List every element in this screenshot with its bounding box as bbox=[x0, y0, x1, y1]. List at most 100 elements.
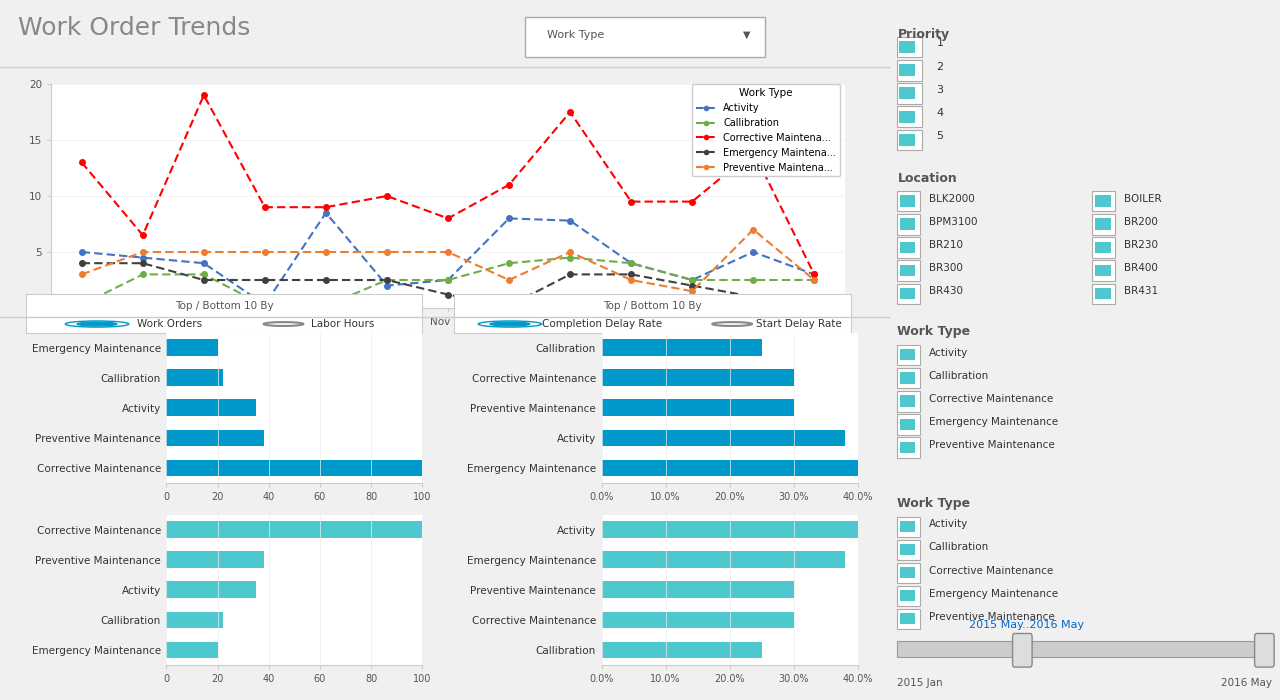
FancyBboxPatch shape bbox=[1094, 241, 1111, 253]
Bar bbox=[166, 582, 256, 598]
Bar bbox=[602, 430, 845, 446]
FancyBboxPatch shape bbox=[1012, 634, 1032, 667]
Text: ▼: ▼ bbox=[742, 30, 750, 40]
Text: 4: 4 bbox=[937, 108, 943, 118]
Bar bbox=[166, 522, 422, 538]
FancyBboxPatch shape bbox=[896, 563, 919, 583]
Text: Work Order Trends: Work Order Trends bbox=[18, 16, 250, 40]
Bar bbox=[166, 400, 256, 416]
Text: Work Orders: Work Orders bbox=[137, 319, 202, 329]
FancyBboxPatch shape bbox=[1094, 288, 1111, 299]
Text: 2015 Jan: 2015 Jan bbox=[897, 678, 943, 687]
Text: Location: Location bbox=[897, 172, 957, 185]
FancyBboxPatch shape bbox=[896, 83, 922, 104]
Text: Work Type: Work Type bbox=[897, 497, 970, 510]
Text: Priority: Priority bbox=[897, 28, 950, 41]
Bar bbox=[602, 370, 794, 386]
FancyBboxPatch shape bbox=[1092, 214, 1115, 234]
Bar bbox=[166, 340, 218, 356]
FancyBboxPatch shape bbox=[896, 284, 919, 304]
Text: Completion Delay Rate: Completion Delay Rate bbox=[541, 319, 662, 329]
Text: 2015 May..2016 May: 2015 May..2016 May bbox=[969, 620, 1084, 630]
FancyBboxPatch shape bbox=[899, 41, 915, 53]
FancyBboxPatch shape bbox=[1254, 634, 1274, 667]
FancyBboxPatch shape bbox=[900, 195, 915, 206]
FancyBboxPatch shape bbox=[896, 586, 919, 606]
Text: BR430: BR430 bbox=[928, 286, 963, 296]
Text: Work Type: Work Type bbox=[547, 30, 604, 40]
Text: Work Type: Work Type bbox=[897, 326, 970, 339]
Text: Corrective Maintenance: Corrective Maintenance bbox=[928, 394, 1053, 404]
Bar bbox=[166, 612, 223, 628]
FancyBboxPatch shape bbox=[900, 613, 915, 624]
Text: BR400: BR400 bbox=[1124, 263, 1157, 273]
Text: Callibration: Callibration bbox=[928, 542, 989, 552]
FancyBboxPatch shape bbox=[900, 544, 915, 555]
Text: Callibration: Callibration bbox=[928, 371, 989, 381]
FancyBboxPatch shape bbox=[899, 88, 915, 99]
Bar bbox=[602, 460, 858, 476]
FancyBboxPatch shape bbox=[900, 288, 915, 299]
Bar bbox=[166, 430, 264, 446]
FancyBboxPatch shape bbox=[896, 60, 922, 80]
FancyBboxPatch shape bbox=[896, 391, 919, 412]
Bar bbox=[166, 552, 264, 568]
FancyBboxPatch shape bbox=[896, 37, 922, 57]
FancyBboxPatch shape bbox=[900, 372, 915, 384]
FancyBboxPatch shape bbox=[1094, 218, 1111, 230]
Text: BR300: BR300 bbox=[928, 263, 963, 273]
Bar bbox=[166, 642, 218, 658]
Text: BLK2000: BLK2000 bbox=[928, 194, 974, 204]
Text: Activity: Activity bbox=[928, 519, 968, 529]
Bar bbox=[602, 642, 762, 658]
Text: BR210: BR210 bbox=[928, 240, 963, 250]
Text: BPM3100: BPM3100 bbox=[928, 217, 977, 227]
FancyBboxPatch shape bbox=[900, 567, 915, 578]
Circle shape bbox=[490, 322, 530, 326]
Text: 5: 5 bbox=[937, 131, 943, 141]
Legend: Activity, Callibration, Corrective Maintena..., Emergency Maintena..., Preventiv: Activity, Callibration, Corrective Maint… bbox=[692, 85, 840, 176]
FancyBboxPatch shape bbox=[900, 419, 915, 430]
Text: Preventive Maintenance: Preventive Maintenance bbox=[928, 612, 1055, 622]
Text: Start Delay Rate: Start Delay Rate bbox=[756, 319, 842, 329]
FancyBboxPatch shape bbox=[899, 64, 915, 76]
FancyBboxPatch shape bbox=[900, 241, 915, 253]
Text: Labor Hours: Labor Hours bbox=[311, 319, 375, 329]
FancyBboxPatch shape bbox=[1092, 260, 1115, 281]
FancyBboxPatch shape bbox=[900, 442, 915, 453]
FancyBboxPatch shape bbox=[896, 517, 919, 537]
Bar bbox=[602, 522, 858, 538]
Text: 3: 3 bbox=[937, 85, 943, 95]
FancyBboxPatch shape bbox=[896, 106, 922, 127]
Text: 2016 May: 2016 May bbox=[1221, 678, 1272, 687]
FancyBboxPatch shape bbox=[896, 237, 919, 258]
FancyBboxPatch shape bbox=[900, 349, 915, 360]
FancyBboxPatch shape bbox=[896, 214, 919, 234]
FancyBboxPatch shape bbox=[1092, 284, 1115, 304]
Circle shape bbox=[77, 322, 116, 326]
Text: Activity: Activity bbox=[928, 348, 968, 358]
FancyBboxPatch shape bbox=[1092, 237, 1115, 258]
FancyBboxPatch shape bbox=[899, 111, 915, 122]
FancyBboxPatch shape bbox=[525, 17, 765, 57]
Text: Emergency Maintenance: Emergency Maintenance bbox=[928, 589, 1057, 598]
FancyBboxPatch shape bbox=[896, 641, 1274, 657]
Text: BR230: BR230 bbox=[1124, 240, 1158, 250]
Text: BR200: BR200 bbox=[1124, 217, 1157, 227]
Bar bbox=[602, 400, 794, 416]
FancyBboxPatch shape bbox=[900, 590, 915, 601]
FancyBboxPatch shape bbox=[900, 521, 915, 532]
FancyBboxPatch shape bbox=[896, 130, 922, 150]
FancyBboxPatch shape bbox=[900, 218, 915, 230]
FancyBboxPatch shape bbox=[896, 345, 919, 365]
Text: Corrective Maintenance: Corrective Maintenance bbox=[928, 566, 1053, 575]
FancyBboxPatch shape bbox=[900, 265, 915, 276]
FancyBboxPatch shape bbox=[896, 260, 919, 281]
FancyBboxPatch shape bbox=[1094, 195, 1111, 206]
FancyBboxPatch shape bbox=[896, 438, 919, 458]
Text: Preventive Maintenance: Preventive Maintenance bbox=[928, 440, 1055, 450]
Text: BOILER: BOILER bbox=[1124, 194, 1161, 204]
FancyBboxPatch shape bbox=[896, 540, 919, 560]
FancyBboxPatch shape bbox=[1094, 265, 1111, 276]
Text: 1: 1 bbox=[937, 38, 943, 48]
